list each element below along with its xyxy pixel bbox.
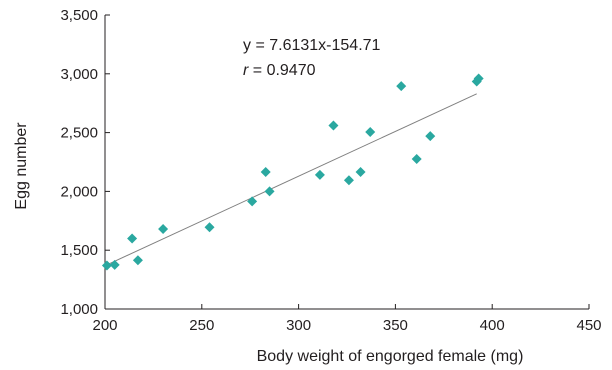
x-tick-label: 300	[286, 317, 311, 334]
data-point	[355, 166, 366, 177]
data-point	[158, 224, 169, 235]
y-tick-label: 1,000	[60, 301, 98, 318]
y-tick-label: 2,500	[60, 125, 98, 142]
data-point	[101, 260, 112, 271]
y-tick-label: 3,000	[60, 66, 98, 83]
x-tick-label: 350	[383, 317, 408, 334]
x-axis-title: Body weight of engorged female (mg)	[257, 348, 524, 365]
y-axis-ticks: 1,000 1,500 2,000 2,500 3,000 3,500	[60, 7, 110, 318]
plot-area: 1,000 1,500 2,000 2,500 3,000 3,500 200 250 300…	[60, 7, 601, 334]
data-point	[132, 255, 143, 266]
regression-equation: y = 7.6131x-154.71	[243, 37, 381, 54]
data-point	[365, 127, 376, 138]
data-point	[411, 154, 422, 165]
x-tick-label: 400	[480, 317, 505, 334]
data-point	[328, 120, 339, 131]
trend-line	[108, 93, 477, 265]
data-point	[314, 169, 325, 180]
x-tick-label: 450	[576, 317, 601, 334]
data-point	[109, 259, 120, 270]
data-point	[204, 222, 215, 233]
data-point	[473, 73, 484, 84]
data-point	[264, 186, 275, 197]
x-tick-label: 200	[92, 317, 117, 334]
data-point	[425, 131, 436, 142]
x-tick-label: 250	[189, 317, 214, 334]
data-point	[260, 166, 271, 177]
correlation-annotation: r = 0.9470	[243, 62, 316, 79]
y-axis-title: Egg number	[13, 122, 30, 210]
correlation-value: = 0.9470	[248, 62, 315, 79]
y-tick-label: 3,500	[60, 7, 98, 24]
x-axis-ticks: 200 250 300 350 400 450	[92, 304, 602, 334]
y-tick-label: 2,000	[60, 183, 98, 200]
data-point	[247, 196, 258, 207]
data-points	[101, 73, 484, 271]
data-point	[127, 233, 138, 244]
correlation-symbol: r	[243, 62, 249, 79]
data-point	[396, 81, 407, 92]
y-tick-label: 1,500	[60, 242, 98, 259]
data-point	[343, 175, 354, 186]
